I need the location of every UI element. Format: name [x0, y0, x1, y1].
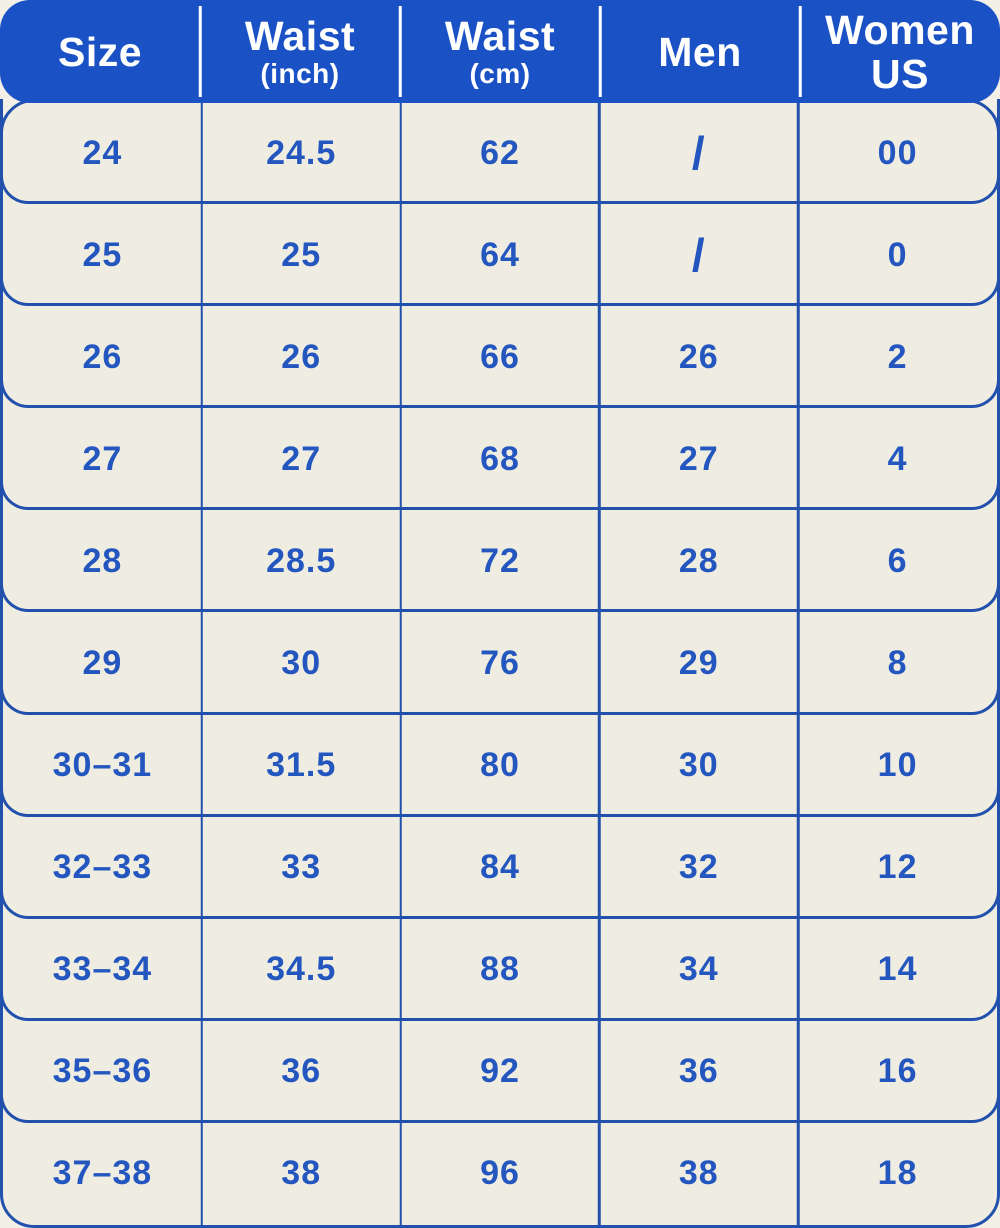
table-cell: 92 [480, 1052, 520, 1091]
table-cell: 10 [877, 746, 918, 785]
table-cell: 68 [480, 439, 520, 478]
table-cell: 33 [281, 848, 322, 887]
table-cell: 88 [480, 950, 520, 989]
table-cell: 25 [281, 235, 322, 274]
column-header: Waist (cm) [400, 0, 600, 103]
column-header-label: Size [57, 28, 143, 75]
table-cell: 24.5 [266, 133, 337, 172]
column-line [796, 102, 800, 1225]
table-cell: 84 [480, 848, 520, 887]
table-cell: 38 [281, 1154, 322, 1193]
header-separator [598, 6, 602, 97]
table-cell: 80 [480, 746, 520, 785]
table-cell: 33–34 [52, 950, 153, 989]
table-cell: 4 [887, 439, 908, 478]
table-cell: 31.5 [266, 746, 337, 785]
table-cell: 24 [82, 133, 123, 172]
table-cell: 30–31 [52, 746, 153, 785]
table-cell: 76 [480, 643, 520, 682]
table-cell: 32–33 [52, 848, 153, 887]
table-cell: 37–38 [52, 1154, 153, 1193]
table-cell: 38 [678, 1154, 719, 1193]
table-cell: 34.5 [266, 950, 337, 989]
table-cell: 29 [678, 643, 719, 682]
table-cell: 28.5 [266, 541, 337, 580]
table-cell: 6 [887, 541, 908, 580]
table-cell: 36 [678, 1052, 719, 1091]
table-cell: 34 [678, 950, 719, 989]
column-header-sub: US [871, 50, 929, 97]
table-cell: 62 [480, 133, 520, 172]
header-row: Size Waist (inch) Waist (cm) Men Women US [0, 0, 1000, 103]
header-separator [798, 6, 802, 97]
table-cell: 16 [877, 1052, 918, 1091]
table-cell: 36 [281, 1052, 322, 1091]
column-header: Women US [800, 0, 1000, 103]
column-line [200, 102, 204, 1225]
column-header-label: Waist [444, 13, 556, 59]
table-cell: 26 [678, 337, 719, 376]
table-cell: 66 [480, 337, 520, 376]
table-cell: 8 [887, 643, 908, 682]
table-cell: 12 [877, 848, 918, 887]
table-cell: 25 [82, 235, 123, 274]
table-cell: 96 [480, 1154, 520, 1193]
column-header-label: Waist [244, 13, 356, 59]
table-cell: 30 [678, 746, 719, 785]
column-header-sub: (cm) [469, 58, 531, 89]
table-cell: 26 [281, 337, 322, 376]
header-separator [198, 6, 202, 97]
column-line [399, 102, 402, 1225]
header-separator [398, 6, 402, 97]
table-cell: 35–36 [52, 1052, 153, 1091]
table-cell: 0 [887, 235, 908, 274]
size-table-body: 24 24.5 62/00 25 25 64/0 26 26 66 26 2 27 27 68 27 4 28 2… [0, 99, 1000, 1228]
table-cell: 72 [480, 541, 520, 580]
table-cell: / [691, 229, 706, 282]
table-cell: 30 [281, 643, 322, 682]
table-cell: 32 [678, 848, 719, 887]
table-cell: / [691, 127, 706, 180]
table-cell: 28 [678, 541, 719, 580]
column-line [598, 102, 601, 1225]
table-cell: 27 [678, 439, 719, 478]
table-cell: 00 [877, 133, 918, 172]
table-cell: 64 [480, 235, 520, 274]
column-header: Men [600, 0, 800, 103]
table-cell: 2 [887, 337, 908, 376]
column-header: Waist (inch) [200, 0, 400, 103]
table-cell: 28 [82, 541, 123, 580]
table-cell: 26 [82, 337, 123, 376]
column-header-sub: (inch) [260, 58, 340, 89]
table-cell: 27 [281, 439, 322, 478]
table-cell: 14 [877, 950, 918, 989]
table-cell: 27 [82, 439, 123, 478]
column-header: Size [0, 0, 200, 103]
column-header-label: Women [825, 6, 975, 53]
table-cell: 18 [877, 1154, 918, 1193]
column-header-label: Men [658, 28, 742, 75]
table-cell: 29 [82, 643, 123, 682]
